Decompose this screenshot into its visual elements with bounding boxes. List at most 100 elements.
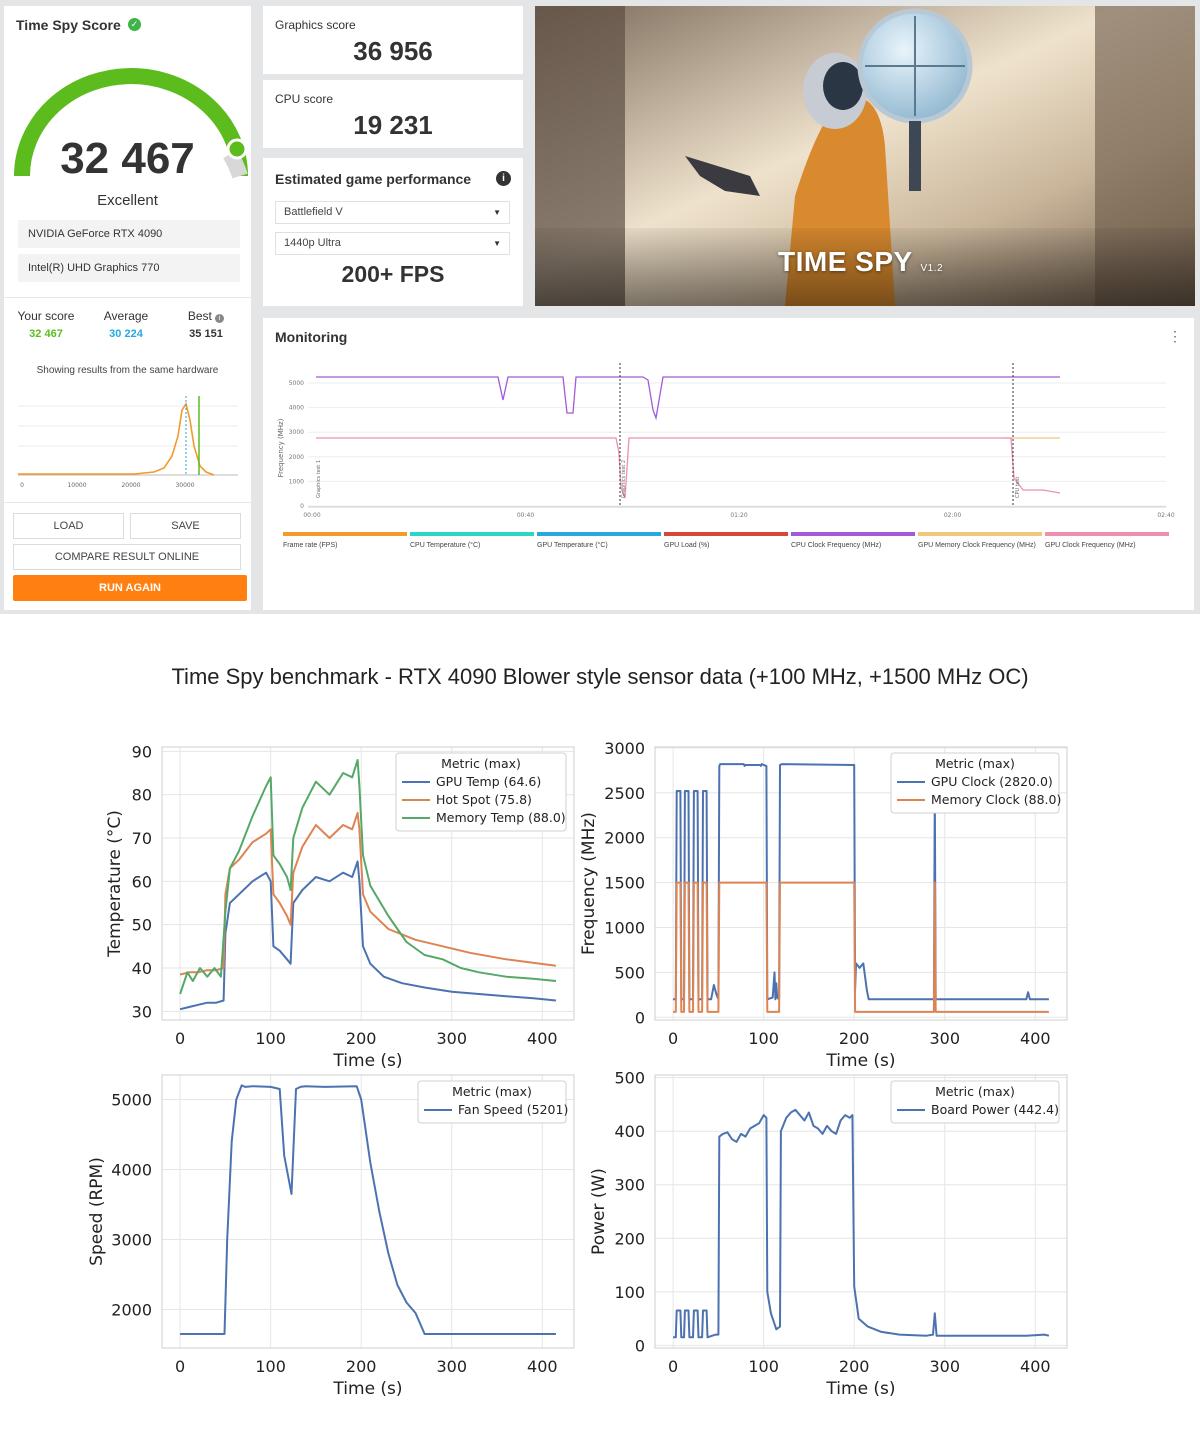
- y-tick-label: 2500: [604, 784, 645, 803]
- series-line: [179, 759, 556, 995]
- marker-label: Graphics test 2: [621, 460, 627, 498]
- y-axis-label: Speed (RPM): [87, 1157, 107, 1266]
- best-stat: Best i 35 151: [166, 309, 246, 340]
- monitoring-y-tick: 1000: [289, 478, 304, 485]
- y-tick-label: 30: [132, 1002, 152, 1021]
- monitoring-x-tick: 00:40: [517, 512, 534, 519]
- save-button[interactable]: SAVE: [130, 513, 241, 539]
- preset-select-value: 1440p Ultra: [284, 237, 341, 249]
- legend-color-bar: [283, 532, 407, 536]
- legend-entry: Memory Clock (88.0): [931, 792, 1061, 807]
- monitoring-x-tick: 01:20: [730, 512, 747, 519]
- game-select[interactable]: Battlefield V ▼: [275, 201, 510, 224]
- monitoring-legend-item[interactable]: Frame rate (FPS): [283, 532, 407, 549]
- series-line: [179, 811, 557, 976]
- y-tick-label: 40: [132, 959, 152, 978]
- x-tick-label: 300: [929, 1029, 960, 1048]
- x-tick-label: 300: [436, 1357, 467, 1376]
- info-small-icon[interactable]: i: [215, 314, 225, 323]
- series-line: [673, 763, 1049, 1001]
- y-tick-label: 3000: [604, 739, 645, 758]
- plot-frame: [161, 1074, 575, 1349]
- info-icon[interactable]: i: [496, 171, 511, 186]
- compare-online-button[interactable]: COMPARE RESULT ONLINE: [13, 544, 241, 570]
- monitoring-legend-item[interactable]: GPU Memory Clock Frequency (MHz): [918, 532, 1042, 549]
- y-tick-label: 2000: [604, 829, 645, 848]
- legend-entry: Board Power (442.4): [931, 1102, 1059, 1117]
- x-tick-label: 300: [436, 1029, 467, 1048]
- cpu-score-value: 19 231: [353, 110, 433, 140]
- run-again-button[interactable]: RUN AGAIN: [13, 575, 247, 601]
- marker-label: Graphics test 1: [316, 460, 322, 498]
- average-value: 30 224: [109, 328, 143, 340]
- monitoring-legend-item[interactable]: CPU Temperature (°C): [410, 532, 534, 549]
- monitoring-y-tick: 2000: [289, 454, 304, 461]
- x-tick-label: 0: [175, 1357, 185, 1376]
- 3dmark-result-panel: Time Spy Score ✓ 32 467 Excellent NVIDIA…: [0, 0, 1200, 614]
- legend-color-bar: [664, 532, 788, 536]
- legend-entry: GPU Temp (64.6): [436, 774, 541, 789]
- legend-box: [417, 1080, 567, 1124]
- monitoring-x-tick: 02:40: [1157, 512, 1174, 519]
- load-button[interactable]: LOAD: [13, 513, 124, 539]
- your-score-value: 32 467: [29, 328, 63, 340]
- y-tick-label: 1000: [604, 919, 645, 938]
- y-tick-label: 60: [132, 872, 152, 891]
- y-axis-label: Frequency (MHz): [579, 812, 599, 955]
- legend-label: CPU Clock Frequency (MHz): [791, 542, 882, 549]
- game-performance-title: Estimated game performance: [275, 171, 472, 187]
- series-line: [673, 1108, 1050, 1339]
- chevron-down-icon: ▼: [493, 208, 501, 217]
- hero-title: TIME SPY V1.2: [778, 246, 943, 278]
- monitoring-legend-item[interactable]: GPU Temperature (°C): [537, 532, 661, 549]
- monitoring-legend-item[interactable]: CPU Clock Frequency (MHz): [791, 532, 915, 549]
- divider: [4, 502, 251, 503]
- legend-entry: Fan Speed (5201): [458, 1102, 568, 1117]
- x-axis-label: Time (s): [825, 1379, 895, 1399]
- x-tick-label: 100: [255, 1357, 286, 1376]
- average-label: Average: [103, 309, 149, 323]
- more-options-icon[interactable]: ⋮: [1168, 328, 1182, 344]
- score-gauge: [14, 68, 248, 179]
- monitoring-y-tick: 3000: [289, 429, 304, 436]
- y-tick-label: 400: [614, 1122, 645, 1141]
- x-tick-label: 300: [929, 1357, 960, 1376]
- x-tick-label: 400: [527, 1357, 558, 1376]
- plot-frame: [161, 746, 575, 1021]
- monitoring-y-tick: 5000: [289, 380, 304, 387]
- hero-version: V1.2: [920, 263, 944, 274]
- x-tick-label: 0: [668, 1357, 678, 1376]
- graphics-score-value: 36 956: [353, 36, 433, 66]
- plot-frame: [654, 746, 1068, 1021]
- x-tick-label: 100: [255, 1029, 286, 1048]
- y-tick-label: 500: [614, 963, 645, 982]
- score-card: Time Spy Score ✓ 32 467 Excellent NVIDIA…: [4, 6, 251, 610]
- cpu-score-label: CPU score: [275, 92, 334, 106]
- series-line: [179, 860, 556, 1011]
- y-axis-label: Power (W): [589, 1168, 609, 1255]
- y-tick-label: 0: [635, 1336, 645, 1355]
- monitoring-x-tick: 02:00: [944, 512, 961, 519]
- score-histogram: 0 10000 20000 30000: [18, 396, 238, 489]
- legend-color-bar: [791, 532, 915, 536]
- legend-label: Frame rate (FPS): [283, 542, 338, 549]
- score-title: Time Spy Score: [16, 17, 121, 33]
- legend-color-bar: [1045, 532, 1169, 536]
- plot-frame: [654, 1074, 1068, 1349]
- monitoring-legend-item[interactable]: GPU Clock Frequency (MHz): [1045, 532, 1169, 549]
- x-axis-label: Time (s): [332, 1379, 402, 1399]
- y-tick-label: 4000: [111, 1161, 152, 1180]
- hist-tick: 20000: [121, 482, 140, 489]
- hist-curve: [18, 402, 215, 476]
- preset-select[interactable]: 1440p Ultra ▼: [275, 232, 510, 255]
- your-score-stat: Your score 32 467: [6, 309, 86, 340]
- legend-color-bar: [537, 532, 661, 536]
- time-spy-hero-image: TIME SPY V1.2: [535, 6, 1195, 306]
- y-tick-label: 200: [614, 1229, 645, 1248]
- x-axis-label: Time (s): [825, 1051, 895, 1071]
- monitoring-legend-item[interactable]: GPU Load (%): [664, 532, 788, 549]
- legend-title: Metric (max): [452, 1084, 532, 1099]
- legend-entry: Hot Spot (75.8): [436, 792, 532, 807]
- histogram-note: Showing results from the same hardware: [36, 365, 219, 376]
- estimated-fps: 200+ FPS: [341, 261, 445, 287]
